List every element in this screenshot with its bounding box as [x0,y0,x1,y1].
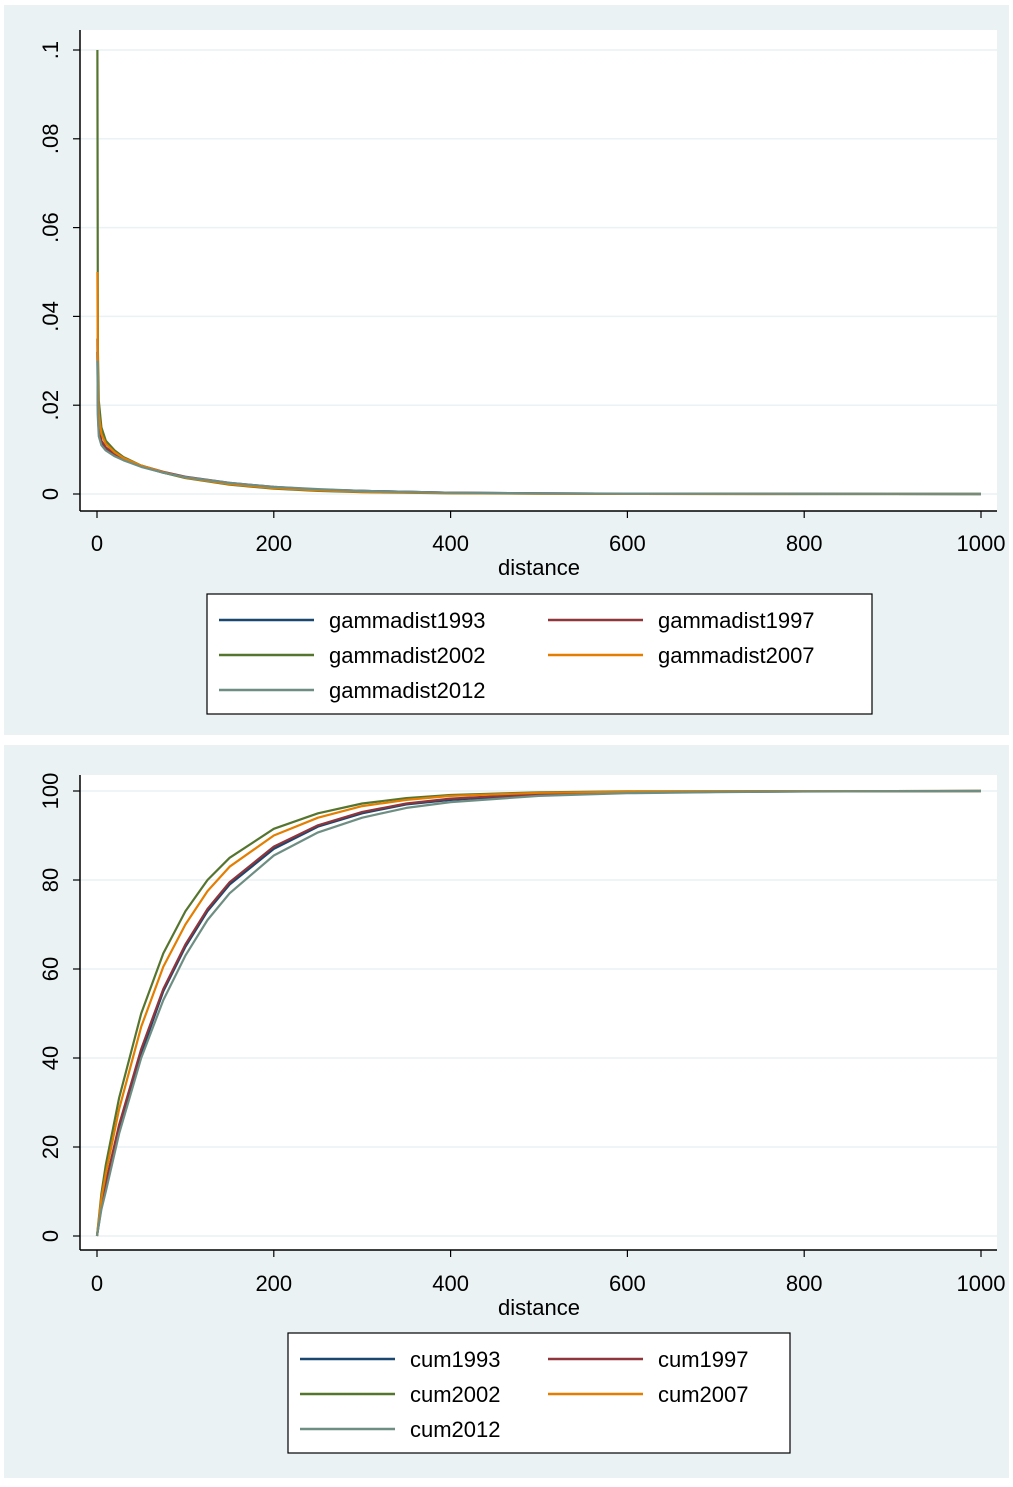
y-tick-label: .06 [38,212,63,243]
series-line-cum2012 [95,789,982,1237]
x-tick-label: 800 [786,1271,823,1296]
series-line-gammadist2012 [96,360,982,496]
x-tick-label: 1000 [957,531,1006,556]
x-tick-label: 600 [609,531,646,556]
x-tick-label: 600 [609,1271,646,1296]
y-tick-label: .02 [38,390,63,421]
x-tick-label: 200 [255,1271,292,1296]
legend-label: cum1997 [658,1347,749,1372]
y-tick-label: 100 [38,773,63,810]
legend-label: cum2007 [658,1382,749,1407]
x-tick-label: 400 [432,531,469,556]
x-tick-label: 400 [432,1271,469,1296]
y-tick-label: 40 [38,1046,63,1070]
x-tick-label: 800 [786,531,823,556]
x-tick-label: 1000 [957,1271,1006,1296]
x-axis-title: distance [498,1295,580,1320]
chart-1: 0 .02 .04 .06 .08 .1 0 200 400 600 800 1000 distance… [4,5,1009,735]
legend-box [206,593,873,715]
legend-label: gammadist2012 [329,678,486,703]
y-tick-label: 60 [38,957,63,981]
x-tick-label: 0 [91,531,103,556]
y-tick-label: 80 [38,868,63,892]
y-tick-label: 0 [38,488,63,500]
legend-label: cum2002 [410,1382,501,1407]
legend-label: gammadist2002 [329,643,486,668]
series-line-cum2007 [95,789,982,1237]
legend-label: gammadist1993 [329,608,486,633]
legend-label: cum1993 [410,1347,501,1372]
x-tick-label: 200 [255,531,292,556]
legend-label: gammadist1997 [658,608,815,633]
y-tick-label: 0 [38,1230,63,1242]
x-axis-title: distance [498,555,580,580]
y-tick-label: 20 [38,1135,63,1159]
y-tick-label: .04 [38,301,63,332]
y-tick-label: .08 [38,124,63,155]
legend-label: gammadist2007 [658,643,815,668]
y-tick-label: .1 [38,41,63,59]
x-tick-label: 0 [91,1271,103,1296]
plot-area [80,30,997,511]
legend-label: cum2012 [410,1417,501,1442]
plot-area [80,775,997,1250]
